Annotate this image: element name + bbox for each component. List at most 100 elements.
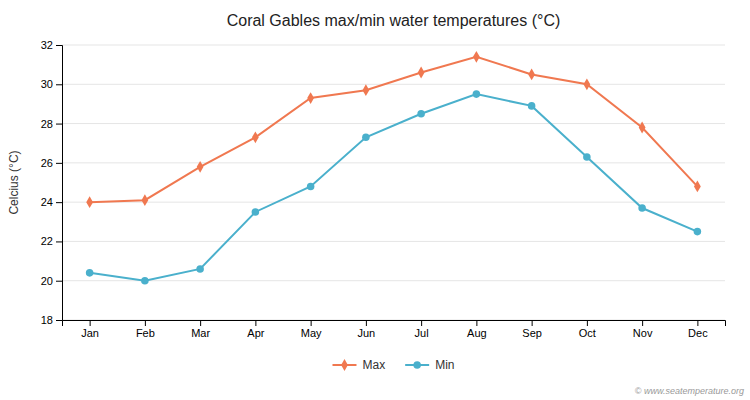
- marker: [638, 204, 646, 212]
- tick-label: Jul: [415, 327, 429, 339]
- plot: 18 20 22 24 26 28 30 32 Jan Feb Mar Apr May Jun Jul Aug…: [41, 39, 726, 339]
- tick-label: Apr: [247, 327, 264, 339]
- grid: [62, 45, 725, 320]
- tick-mark: [642, 320, 643, 326]
- tick-mark: [255, 320, 256, 326]
- marker: [141, 194, 148, 206]
- tick-mark: [56, 202, 62, 203]
- tick-label: 24: [41, 196, 53, 208]
- grid-line: [62, 162, 725, 163]
- y-tick: 20: [41, 275, 62, 287]
- marker: [583, 78, 590, 90]
- marker: [307, 183, 315, 191]
- tick-label: Mar: [191, 327, 210, 339]
- tick-label: Nov: [633, 327, 653, 339]
- marker: [473, 51, 480, 63]
- marker: [362, 134, 370, 142]
- x-tick: Nov: [633, 320, 653, 339]
- marks: [86, 51, 701, 285]
- axis-line: [56, 46, 63, 321]
- tick-label: Jan: [81, 327, 99, 339]
- marker: [418, 67, 425, 79]
- tick-label: Jun: [358, 327, 376, 339]
- tick-label: 30: [41, 78, 53, 90]
- x-tick: Dec: [688, 320, 708, 339]
- tick-label: Feb: [136, 327, 155, 339]
- axis-line: [63, 321, 726, 327]
- legend: Max Min: [332, 358, 454, 372]
- x-tick: Jan: [81, 320, 99, 339]
- tick-mark: [697, 320, 698, 326]
- marker: [583, 153, 591, 161]
- y-tick: 18: [41, 314, 62, 326]
- marker: [694, 181, 701, 193]
- line: [90, 57, 698, 202]
- y-tick: 28: [41, 118, 62, 130]
- tick-mark: [56, 320, 62, 321]
- tick-mark: [56, 241, 62, 242]
- tick-mark: [532, 320, 533, 326]
- tick-label: 26: [41, 157, 53, 169]
- y-tick: 22: [41, 235, 62, 247]
- marker: [694, 228, 702, 236]
- marker: [528, 69, 535, 81]
- legend-item: Max: [332, 358, 385, 372]
- tick-mark: [366, 320, 367, 326]
- tick-label: Sep: [522, 327, 542, 339]
- tick-mark: [56, 163, 62, 164]
- y-axis: 18 20 22 24 26 28 30 32: [41, 39, 63, 326]
- marker: [307, 92, 314, 104]
- legend-symbol: [413, 361, 421, 369]
- x-tick: Sep: [522, 320, 542, 339]
- marker: [86, 269, 94, 277]
- tick-mark: [145, 320, 146, 326]
- marker: [362, 84, 369, 96]
- y-tick: 32: [41, 39, 62, 51]
- x-tick: Feb: [136, 320, 155, 339]
- tick-label: 22: [41, 235, 53, 247]
- series: [86, 51, 701, 208]
- tick-mark: [56, 281, 62, 282]
- tick-mark: [90, 320, 91, 326]
- y-axis-title: Celcius (°C): [7, 150, 21, 214]
- legend-item: Min: [405, 358, 454, 372]
- tick-mark: [587, 320, 588, 326]
- marker: [639, 122, 646, 134]
- tick-label: 20: [41, 275, 53, 287]
- marker: [252, 131, 259, 143]
- tick-label: 18: [41, 314, 53, 326]
- line: [90, 94, 698, 281]
- tick-mark: [200, 320, 201, 326]
- y-tick: 26: [41, 157, 62, 169]
- chart: 18 20 22 24 26 28 30 32 Jan Feb Mar Apr May Jun Jul Aug…: [0, 0, 750, 400]
- watermark: © www.seatemperature.org: [635, 386, 744, 396]
- x-tick: May: [301, 320, 322, 339]
- tick-label: Aug: [467, 327, 487, 339]
- y-tick: 24: [41, 196, 62, 208]
- marker: [252, 208, 260, 216]
- tick-label: 32: [41, 39, 53, 51]
- grid-line: [62, 202, 725, 203]
- marker: [141, 277, 149, 285]
- series: [86, 90, 701, 284]
- marker: [528, 102, 536, 110]
- grid-line: [62, 241, 725, 242]
- marker: [417, 110, 425, 118]
- tick-mark: [56, 45, 62, 46]
- grid-line: [62, 84, 725, 85]
- tick-label: May: [301, 327, 322, 339]
- marker: [86, 196, 93, 208]
- tick-label: Dec: [688, 327, 708, 339]
- tick-mark: [421, 320, 422, 326]
- tick-mark: [476, 320, 477, 326]
- marker: [473, 90, 481, 98]
- y-tick: 30: [41, 78, 62, 90]
- tick-mark: [56, 84, 62, 85]
- legend-label: Max: [362, 358, 385, 372]
- tick-label: Oct: [579, 327, 596, 339]
- x-tick: Aug: [467, 320, 487, 339]
- title: Coral Gables max/min water temperatures …: [227, 12, 561, 29]
- marker: [196, 265, 204, 273]
- x-axis: Jan Feb Mar Apr May Jun Jul Aug Sep Oct Nov Dec: [63, 320, 726, 339]
- x-tick: Apr: [247, 320, 264, 339]
